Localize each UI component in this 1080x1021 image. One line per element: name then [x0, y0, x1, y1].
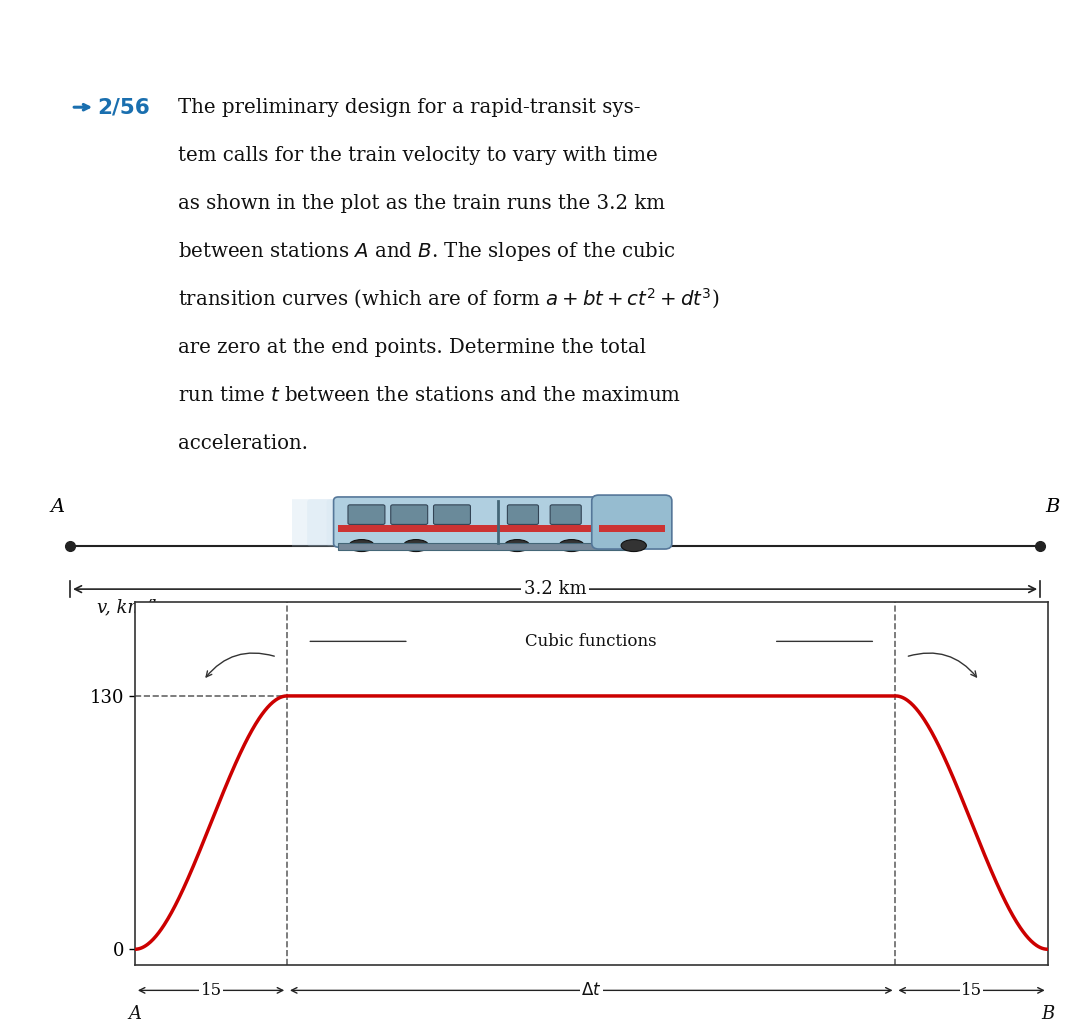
Ellipse shape	[559, 539, 584, 551]
Text: 2/56: 2/56	[97, 97, 150, 117]
FancyBboxPatch shape	[508, 504, 539, 525]
Bar	[338, 525, 630, 532]
Text: B: B	[1045, 498, 1059, 517]
Ellipse shape	[349, 539, 375, 551]
FancyBboxPatch shape	[348, 504, 384, 525]
Text: v, km/h: v, km/h	[97, 598, 162, 617]
Text: as shown in the plot as the train runs the 3.2 km: as shown in the plot as the train runs t…	[178, 194, 665, 212]
Ellipse shape	[404, 539, 429, 551]
Text: are zero at the end points. Determine the total: are zero at the end points. Determine th…	[178, 338, 646, 356]
Text: acceleration.: acceleration.	[178, 434, 308, 452]
Text: tem calls for the train velocity to vary with time: tem calls for the train velocity to vary…	[178, 146, 658, 164]
FancyBboxPatch shape	[307, 499, 406, 546]
FancyBboxPatch shape	[433, 504, 471, 525]
Text: run time $t$ between the stations and the maximum: run time $t$ between the stations and th…	[178, 386, 681, 404]
Text: between stations $A$ and $B$. The slopes of the cubic: between stations $A$ and $B$. The slopes…	[178, 240, 676, 262]
FancyBboxPatch shape	[550, 504, 581, 525]
Text: 15: 15	[961, 982, 982, 999]
Text: 15: 15	[201, 982, 221, 999]
Text: B: B	[1041, 1005, 1054, 1021]
Ellipse shape	[621, 539, 647, 551]
Text: A: A	[129, 1005, 141, 1021]
FancyBboxPatch shape	[391, 504, 428, 525]
FancyBboxPatch shape	[334, 497, 635, 547]
Text: A: A	[51, 498, 65, 517]
FancyBboxPatch shape	[326, 499, 420, 546]
Text: transition curves (which are of form $a + bt + ct^2 + dt^3$): transition curves (which are of form $a …	[178, 287, 719, 311]
Text: The preliminary design for a rapid-transit sys-: The preliminary design for a rapid-trans…	[178, 98, 640, 116]
FancyBboxPatch shape	[592, 495, 672, 549]
Bar	[338, 543, 630, 549]
Text: Cubic functions: Cubic functions	[526, 633, 657, 649]
Ellipse shape	[504, 539, 530, 551]
Bar	[598, 525, 665, 532]
Text: 3.2 km: 3.2 km	[524, 580, 586, 598]
FancyBboxPatch shape	[287, 499, 393, 546]
Text: $\Delta t$: $\Delta t$	[581, 982, 602, 999]
